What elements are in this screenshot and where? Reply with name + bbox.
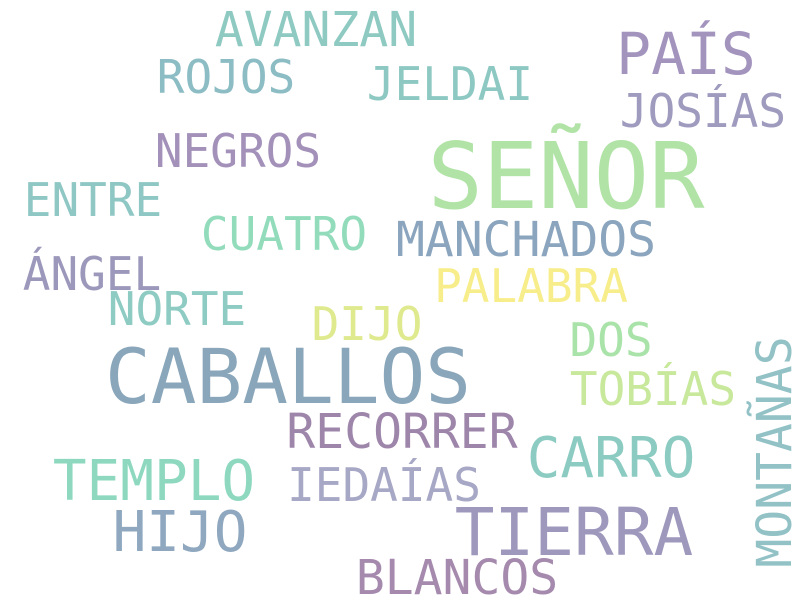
word-dijo: DIJO [312, 297, 423, 351]
word-angel: ÁNGEL [23, 247, 161, 301]
word-senor: SEÑOR [428, 122, 706, 230]
word-josias: JOSÍAS [620, 84, 786, 138]
word-carro: CARRO [527, 426, 696, 491]
word-jeldai: JELDAI [367, 57, 533, 111]
word-rojos: ROJOS [157, 50, 295, 104]
word-pais: PAÍS [616, 19, 756, 88]
word-cuatro: CUATRO [201, 207, 367, 261]
word-templo: TEMPLO [53, 449, 255, 514]
word-avanzan: AVANZAN [215, 2, 417, 58]
word-norte: NORTE [108, 282, 246, 336]
word-montanas: MONTAÑAS [746, 336, 800, 567]
word-entre: ENTRE [24, 173, 162, 227]
word-palabra: PALABRA [434, 259, 628, 313]
word-hijo: HIJO [113, 500, 248, 565]
word-tobias: TOBÍAS [570, 362, 736, 416]
word-recorrer: RECORRER [286, 404, 517, 460]
word-tierra: TIERRA [455, 494, 693, 571]
word-caballos: CABALLOS [105, 332, 471, 421]
word-negros: NEGROS [155, 124, 321, 178]
word-manchados: MANCHADOS [396, 212, 656, 268]
word-blancos: BLANCOS [356, 550, 558, 600]
word-iedaias: IEDAÍAS [287, 458, 481, 512]
word-dos: DOS [569, 313, 652, 367]
